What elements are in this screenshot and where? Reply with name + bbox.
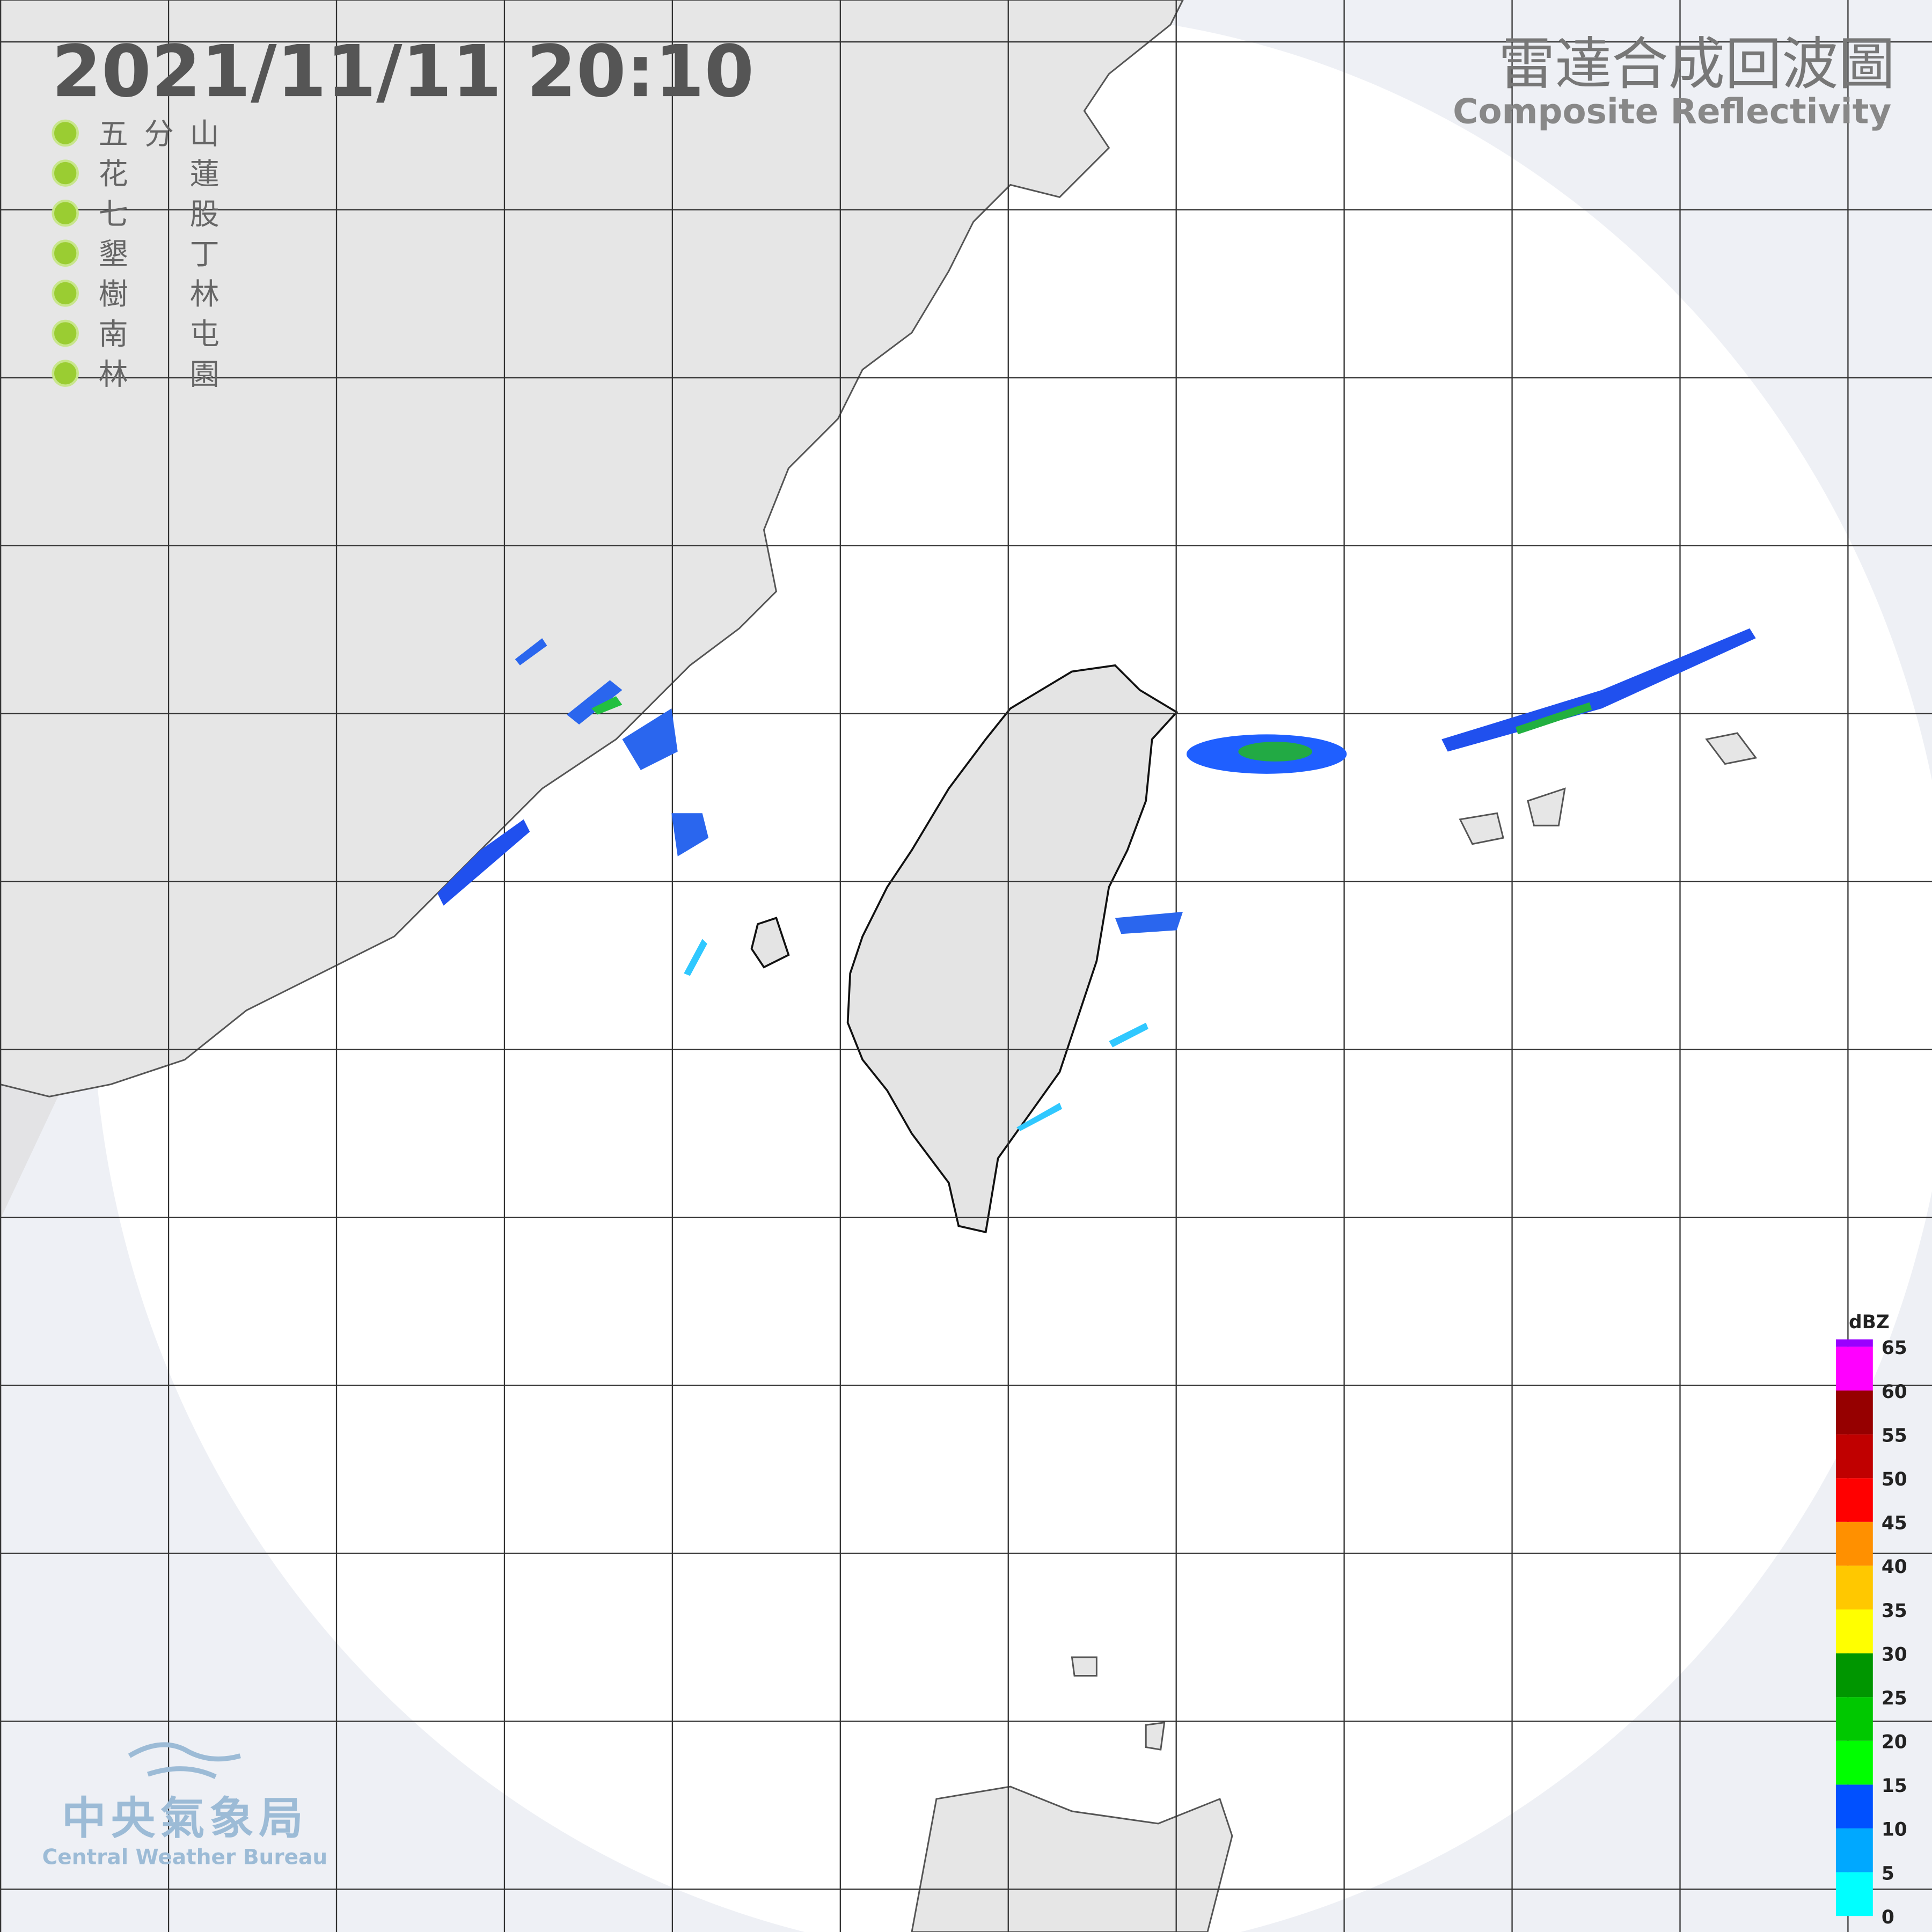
timestamp: 2021/11/11 20:10 — [52, 30, 754, 113]
colorbar-tick-label: 15 — [1882, 1775, 1907, 1797]
title: 雷達合成回波圖 — [1498, 31, 1895, 97]
color-band — [1835, 1697, 1873, 1741]
luzon — [911, 1785, 1233, 1932]
station-dot — [52, 360, 79, 387]
color-band — [1835, 1391, 1873, 1435]
color-band — [1835, 1565, 1873, 1609]
colorbar-tick-label: 30 — [1882, 1644, 1907, 1665]
color-band — [1835, 1872, 1873, 1916]
station-dot — [52, 239, 79, 267]
echo — [1441, 628, 1756, 752]
color-band — [1835, 1521, 1873, 1566]
logo: 中央氣象局 Central Weather Bureau — [42, 1742, 328, 1870]
echo — [515, 638, 678, 770]
colorbar-tick-label: 65 — [1882, 1337, 1907, 1359]
colorbar-tick-label: 55 — [1882, 1425, 1907, 1446]
colorbar-tick-label: 20 — [1882, 1732, 1907, 1753]
echo — [437, 819, 530, 906]
color-band — [1835, 1478, 1873, 1522]
colorbar-tick-label: 45 — [1882, 1513, 1907, 1534]
colorbar-tick-label: 10 — [1882, 1819, 1907, 1841]
echo — [671, 813, 1183, 934]
color-band — [1835, 1609, 1873, 1653]
colorbar-tick-label: 0 — [1882, 1907, 1894, 1928]
colorbar-tick-label: 25 — [1882, 1688, 1907, 1709]
islands — [1071, 732, 1758, 1751]
colorbar-tick-label: 50 — [1882, 1469, 1907, 1490]
station-dot — [52, 319, 79, 347]
logo-mark — [128, 1742, 241, 1779]
station-name: 五分山 — [99, 117, 219, 151]
echo — [1515, 702, 1592, 735]
station-dot — [52, 280, 79, 307]
colorbar: dBZ 0 5 10 15 20 25 30 35 40 45 50 55 60 65 — [1835, 1312, 1907, 1928]
color-band — [1835, 1434, 1873, 1479]
color-band — [1835, 1828, 1873, 1872]
colorbar-tick-label: 5 — [1882, 1863, 1894, 1884]
subtitle: Composite Reflectivity — [1453, 92, 1891, 132]
echo — [591, 696, 623, 715]
station-dot — [52, 199, 79, 227]
colorbar-tick-label: 35 — [1882, 1600, 1907, 1622]
radar-echoes — [437, 628, 1756, 1131]
taiwan — [846, 664, 1179, 1234]
colorbar-label: dBZ — [1849, 1312, 1890, 1333]
mainland — [0, 0, 1184, 1097]
station-dot — [52, 159, 79, 187]
station-dot — [52, 119, 79, 147]
logo-english: Central Weather Bureau — [42, 1846, 328, 1870]
color-band — [1835, 1740, 1873, 1785]
echo — [1238, 742, 1313, 762]
colorbar-tick-label: 60 — [1882, 1381, 1907, 1403]
colorbar-tick-label: 40 — [1882, 1556, 1907, 1578]
penghu — [750, 917, 790, 969]
color-band — [1835, 1346, 1873, 1391]
color-band — [1835, 1784, 1873, 1828]
logo-name: 中央氣象局 — [62, 1792, 308, 1844]
color-band — [1835, 1653, 1873, 1697]
color-band — [1835, 1339, 1873, 1347]
